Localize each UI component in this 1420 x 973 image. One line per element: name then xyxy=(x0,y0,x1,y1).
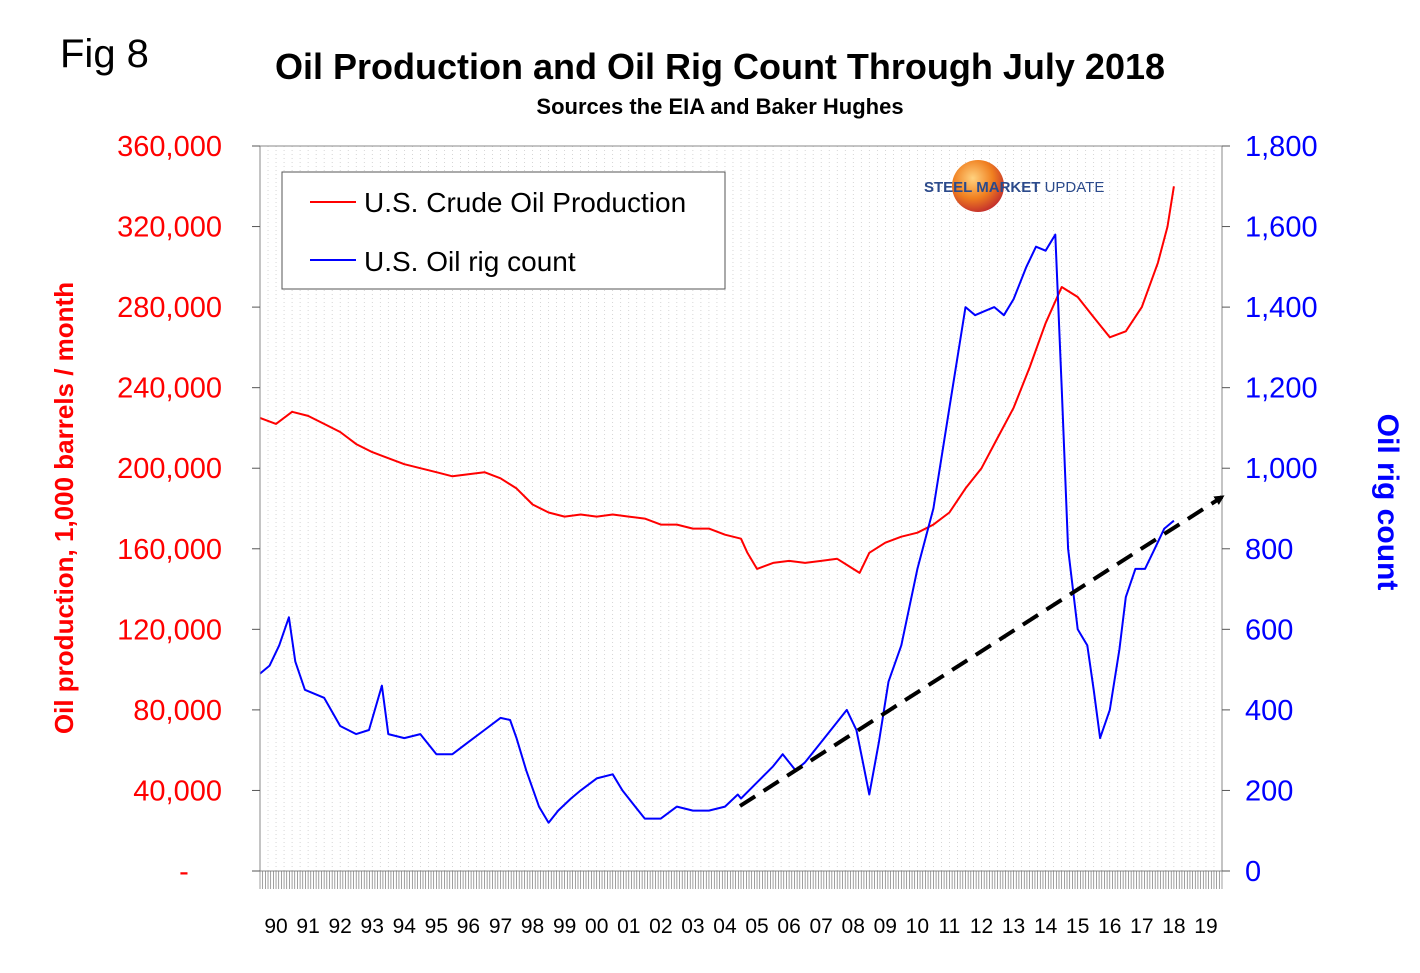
y2-tick-label: 1,800 xyxy=(1245,131,1318,163)
y-tick-label: 80,000 xyxy=(133,695,222,727)
chart-title: Oil Production and Oil Rig Count Through… xyxy=(274,46,1166,87)
y-tick-label: 120,000 xyxy=(117,614,222,646)
legend: U.S. Crude Oil Production U.S. Oil rig c… xyxy=(281,171,726,290)
x-tick-label: 91 xyxy=(296,915,319,938)
legend-box xyxy=(281,171,726,290)
axes: - 40,000 80,000 120,000 160,000 200,000 240,00… xyxy=(117,131,1317,938)
x-tick-label: 05 xyxy=(745,915,768,938)
y-tick-label: 160,000 xyxy=(117,534,222,566)
y2-tick-label: 600 xyxy=(1245,614,1293,646)
x-tick-label: 11 xyxy=(939,915,961,938)
y-tick-label: 40,000 xyxy=(133,775,222,807)
x-tick-label: 19 xyxy=(1194,915,1217,938)
y2-tick-label: 1,200 xyxy=(1245,373,1318,405)
legend-label-production: U.S. Crude Oil Production xyxy=(364,187,686,218)
x-tick-label: 17 xyxy=(1130,915,1153,938)
legend-label-rig-count: U.S. Oil rig count xyxy=(364,246,576,277)
x-tick-label: 96 xyxy=(457,915,480,938)
logo-text: STEEL MARKET UPDATE xyxy=(924,179,1104,196)
brand-logo: STEEL MARKET UPDATE xyxy=(924,160,1104,212)
x-tick-label: 15 xyxy=(1066,915,1089,938)
x-tick-label: 13 xyxy=(1002,915,1025,938)
x-tick-label: 97 xyxy=(489,915,512,938)
series-line-production xyxy=(259,186,1175,574)
right-axis-title: Oil rig count xyxy=(1371,414,1404,591)
series-line-rig-count xyxy=(259,233,1175,824)
y2-tick-label: 1,000 xyxy=(1245,453,1318,485)
trend-arrow xyxy=(738,495,1225,808)
y-tick-label: 280,000 xyxy=(117,292,222,324)
x-tick-label: 03 xyxy=(681,915,704,938)
x-tick-label: 93 xyxy=(361,915,384,938)
logo-swoosh-icon xyxy=(952,160,1004,212)
y-tick-label: - xyxy=(179,856,189,888)
chart-subtitle: Sources the EIA and Baker Hughes xyxy=(536,94,904,119)
y-tick-label: 240,000 xyxy=(117,373,222,405)
x-tick-label: 18 xyxy=(1162,915,1185,938)
y-tick-label: 360,000 xyxy=(117,131,222,163)
left-axis-title: Oil production, 1,000 barrels / month xyxy=(49,282,79,734)
y2-tick-label: 800 xyxy=(1245,534,1293,566)
x-tick-label: 99 xyxy=(553,915,576,938)
y2-tick-label: 0 xyxy=(1245,856,1261,888)
x-tick-label: 14 xyxy=(1034,915,1058,938)
x-tick-label: 08 xyxy=(842,915,865,938)
x-tick-label: 12 xyxy=(970,915,993,938)
x-tick-label: 01 xyxy=(617,915,640,938)
y-tick-label: 200,000 xyxy=(117,453,222,485)
y-tick-label: 320,000 xyxy=(117,212,222,244)
y2-tick-label: 1,600 xyxy=(1245,212,1318,244)
x-tick-label: 98 xyxy=(521,915,544,938)
y2-tick-label: 200 xyxy=(1245,775,1293,807)
x-tick-label: 95 xyxy=(425,915,448,938)
x-tick-label: 09 xyxy=(874,915,897,938)
y2-tick-label: 400 xyxy=(1245,695,1293,727)
x-tick-label: 92 xyxy=(328,915,351,938)
x-tick-label: 16 xyxy=(1098,915,1121,938)
x-tick-label: 10 xyxy=(906,915,929,938)
x-tick-label: 07 xyxy=(809,915,832,938)
x-tick-label: 04 xyxy=(713,915,737,938)
x-tick-label: 00 xyxy=(585,915,608,938)
x-tick-label: 06 xyxy=(777,915,800,938)
series-layer xyxy=(259,186,1175,824)
x-tick-label: 90 xyxy=(264,915,287,938)
x-tick-label: 94 xyxy=(393,915,417,938)
y2-tick-label: 1,400 xyxy=(1245,292,1318,324)
x-tick-label: 02 xyxy=(649,915,672,938)
figure-label: Fig 8 xyxy=(60,32,149,76)
